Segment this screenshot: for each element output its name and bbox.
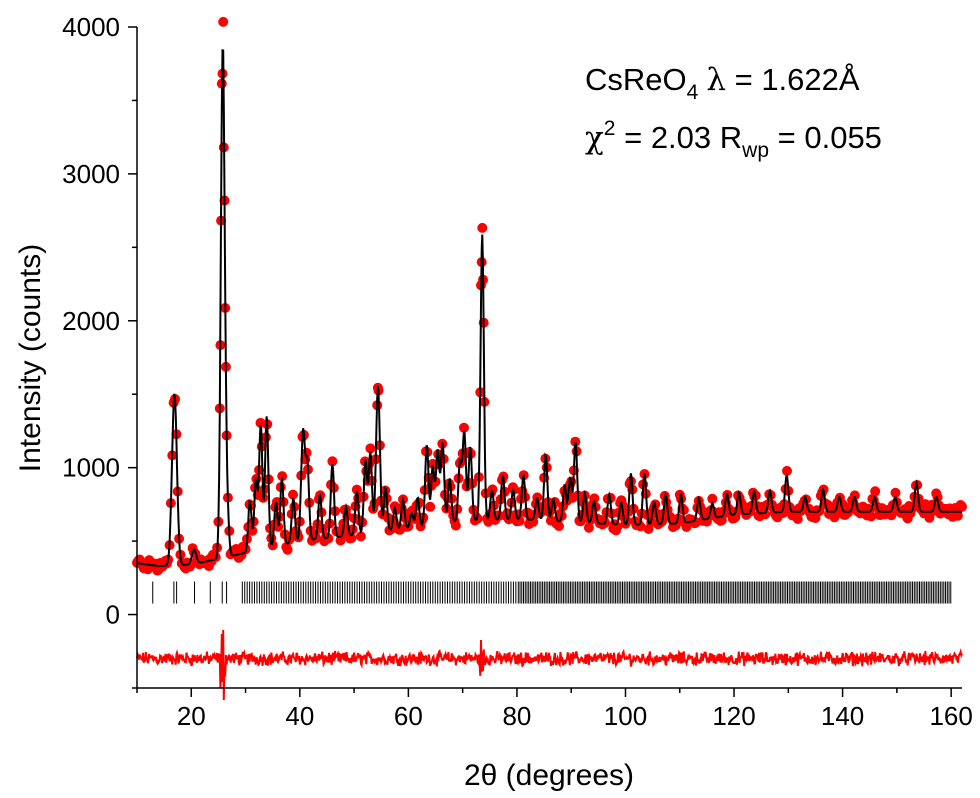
observed-point xyxy=(288,489,298,500)
x-tick-label: 120 xyxy=(712,701,755,731)
observed-point xyxy=(554,521,564,532)
y-tick-label: 0 xyxy=(106,600,120,630)
observed-point xyxy=(487,484,498,495)
lambda-value: = 1.622Å xyxy=(726,62,860,97)
observed-point xyxy=(707,493,718,504)
observed-point xyxy=(583,522,594,533)
formula-prefix: CsReO xyxy=(585,62,687,97)
observed-point xyxy=(870,486,881,497)
observed-point xyxy=(351,484,362,495)
observed-point xyxy=(365,443,376,454)
observed-point xyxy=(282,544,293,555)
observed-points xyxy=(132,16,967,576)
observed-point xyxy=(355,531,366,542)
difference-curve xyxy=(136,629,963,701)
chi-superscript: 2 xyxy=(604,117,616,140)
rwp-value: = 0.055 xyxy=(769,120,882,155)
observed-point xyxy=(782,465,792,476)
x-tick-label: 160 xyxy=(929,701,972,731)
x-tick-label: 100 xyxy=(604,701,647,731)
observed-point xyxy=(450,520,461,531)
observed-point xyxy=(952,510,963,521)
chi-symbol: χ xyxy=(585,120,604,156)
x-tick-label: 40 xyxy=(285,701,314,731)
observed-point xyxy=(459,422,469,433)
y-tick-label: 3000 xyxy=(62,159,120,189)
observed-point xyxy=(323,533,334,544)
x-tick-label: 80 xyxy=(502,701,531,731)
observed-point xyxy=(218,16,229,27)
calculated-curve xyxy=(136,48,962,568)
observed-point xyxy=(570,436,581,447)
lambda-symbol: λ xyxy=(706,62,726,98)
y-tick-label: 2000 xyxy=(62,306,120,336)
x-tick-label: 60 xyxy=(394,701,423,731)
plot-area xyxy=(132,16,967,701)
observed-point xyxy=(346,533,357,544)
chi-value: = 2.03 R xyxy=(615,120,742,155)
y-tick-label: 4000 xyxy=(62,12,120,42)
rwp-subscript: wp xyxy=(741,139,769,162)
observed-point xyxy=(777,508,788,519)
observed-point xyxy=(866,511,877,522)
observed-point xyxy=(957,501,967,512)
x-tick-label: 140 xyxy=(821,701,864,731)
y-tick-label: 1000 xyxy=(62,453,120,483)
observed-point xyxy=(247,525,258,536)
observed-point xyxy=(327,456,338,467)
observed-point xyxy=(792,514,803,524)
observed-point xyxy=(760,509,771,520)
observed-point xyxy=(273,521,284,532)
x-tick-label: 20 xyxy=(177,701,206,731)
x-axis-title: 2θ (degrees) xyxy=(464,759,634,792)
observed-point xyxy=(849,490,860,501)
observed-point xyxy=(589,493,600,504)
observed-point xyxy=(425,501,436,512)
observed-point xyxy=(277,471,288,482)
annotation-line-2: χ2 = 2.03 Rwp = 0.055 xyxy=(585,117,882,162)
y-axis-title: Intensity (counts) xyxy=(14,244,47,472)
formula-subscript: 4 xyxy=(687,81,699,104)
observed-point xyxy=(477,222,488,233)
axes: 20 40 60 80 100 120 140 160 0 1000 2000 3000 4000 xyxy=(62,12,973,731)
annotation-line-1: CsReO4 λ = 1.622Å xyxy=(585,62,860,104)
reflection-markers xyxy=(152,581,952,604)
observed-point xyxy=(890,487,901,498)
